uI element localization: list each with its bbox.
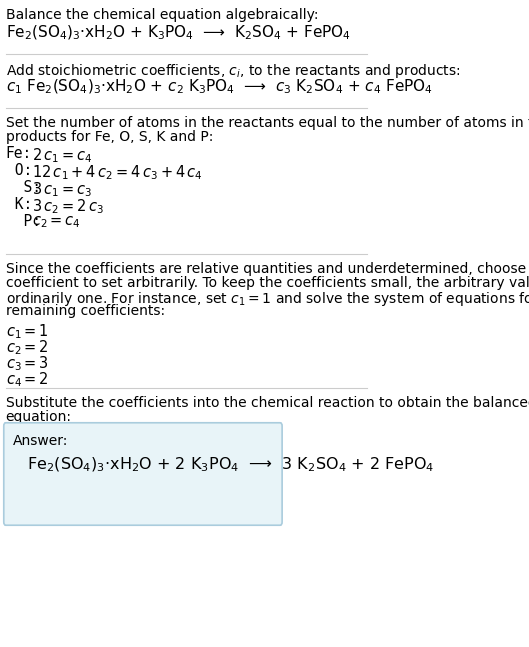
Text: $c_2 = c_4$: $c_2 = c_4$ <box>32 214 81 230</box>
Text: S:: S: <box>6 180 41 195</box>
Text: $c_4 = 2$: $c_4 = 2$ <box>6 370 49 389</box>
Text: Fe$_2$(SO$_4$)$_3$·xH$_2$O + 2 K$_3$PO$_4$  ⟶  3 K$_2$SO$_4$ + 2 FePO$_4$: Fe$_2$(SO$_4$)$_3$·xH$_2$O + 2 K$_3$PO$_… <box>27 456 434 474</box>
Text: $3\,c_1 = c_3$: $3\,c_1 = c_3$ <box>32 180 93 199</box>
Text: Since the coefficients are relative quantities and underdetermined, choose a: Since the coefficients are relative quan… <box>6 262 529 276</box>
Text: $2\,c_1 = c_4$: $2\,c_1 = c_4$ <box>32 146 93 165</box>
Text: $3\,c_2 = 2\,c_3$: $3\,c_2 = 2\,c_3$ <box>32 197 104 215</box>
Text: coefficient to set arbitrarily. To keep the coefficients small, the arbitrary va: coefficient to set arbitrarily. To keep … <box>6 276 529 290</box>
Text: equation:: equation: <box>6 410 71 424</box>
Text: $c_1 = 1$: $c_1 = 1$ <box>6 322 49 341</box>
Text: $c_1$ Fe$_2$(SO$_4$)$_3$·xH$_2$O + $c_2$ K$_3$PO$_4$  ⟶  $c_3$ K$_2$SO$_4$ + $c_: $c_1$ Fe$_2$(SO$_4$)$_3$·xH$_2$O + $c_2$… <box>6 78 433 96</box>
FancyBboxPatch shape <box>4 422 282 525</box>
Text: remaining coefficients:: remaining coefficients: <box>6 304 165 318</box>
Text: Substitute the coefficients into the chemical reaction to obtain the balanced: Substitute the coefficients into the che… <box>6 396 529 410</box>
Text: Balance the chemical equation algebraically:: Balance the chemical equation algebraica… <box>6 8 318 22</box>
Text: O:: O: <box>6 163 32 178</box>
Text: $c_2 = 2$: $c_2 = 2$ <box>6 338 49 356</box>
Text: Answer:: Answer: <box>13 434 68 448</box>
Text: Fe:: Fe: <box>6 146 32 161</box>
Text: Add stoichiometric coefficients, $c_i$, to the reactants and products:: Add stoichiometric coefficients, $c_i$, … <box>6 62 460 80</box>
Text: products for Fe, O, S, K and P:: products for Fe, O, S, K and P: <box>6 130 213 144</box>
Text: K:: K: <box>6 197 32 212</box>
Text: $c_3 = 3$: $c_3 = 3$ <box>6 354 49 373</box>
Text: Fe$_2$(SO$_4$)$_3$·xH$_2$O + K$_3$PO$_4$  ⟶  K$_2$SO$_4$ + FePO$_4$: Fe$_2$(SO$_4$)$_3$·xH$_2$O + K$_3$PO$_4$… <box>6 24 351 43</box>
Text: ordinarily one. For instance, set $c_1 = 1$ and solve the system of equations fo: ordinarily one. For instance, set $c_1 =… <box>6 290 529 308</box>
Text: P:: P: <box>6 214 41 229</box>
Text: $12\,c_1 + 4\,c_2 = 4\,c_3 + 4\,c_4$: $12\,c_1 + 4\,c_2 = 4\,c_3 + 4\,c_4$ <box>32 163 203 182</box>
Text: Set the number of atoms in the reactants equal to the number of atoms in the: Set the number of atoms in the reactants… <box>6 116 529 130</box>
